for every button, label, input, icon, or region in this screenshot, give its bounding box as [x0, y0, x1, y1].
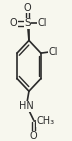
Text: Cl: Cl	[37, 18, 47, 28]
Text: CH₃: CH₃	[36, 116, 54, 126]
Text: HN: HN	[19, 101, 34, 111]
Text: Cl: Cl	[48, 47, 58, 57]
Text: O: O	[24, 3, 31, 13]
Text: S: S	[24, 18, 31, 28]
Text: O: O	[30, 131, 37, 141]
Text: O: O	[10, 18, 17, 28]
